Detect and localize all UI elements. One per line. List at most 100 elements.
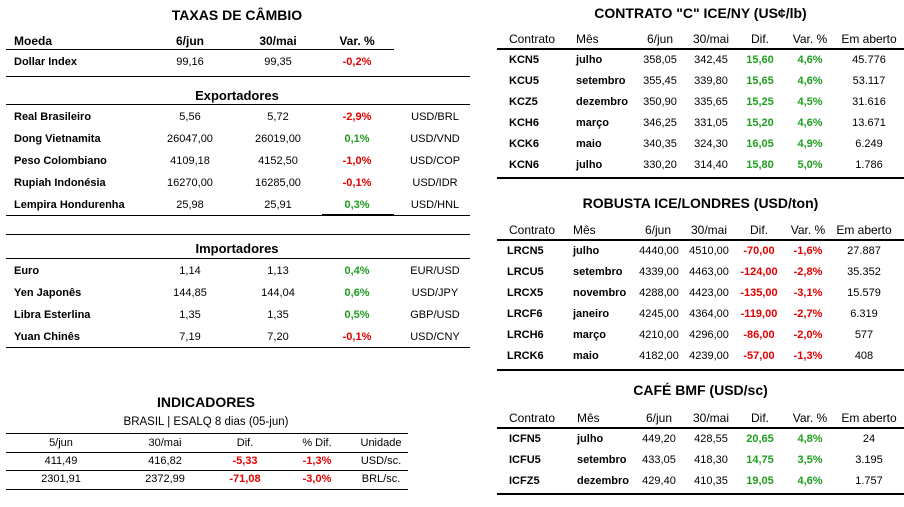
currency-pair: GBP/USD: [410, 309, 460, 321]
value-30mai: 314,40: [694, 159, 728, 171]
value-6jun: 350,90: [643, 96, 677, 108]
currency-pair: USD/IDR: [412, 177, 458, 189]
currency-name: Yuan Chinês: [14, 331, 81, 343]
divider: [497, 493, 904, 495]
month: maio: [573, 350, 599, 362]
header-mes: Mês: [573, 223, 596, 237]
value-30mai: 4152,50: [258, 155, 298, 167]
currency-name: Dollar Index: [14, 56, 77, 68]
cafe-bmf-header-row: Contrato Mês 6/jun 30/mai Dif. Var. % Em…: [497, 408, 904, 428]
cafe-bmf-title: CAFÉ BMF (USD/sc): [633, 382, 768, 398]
header-var: Var. %: [339, 34, 375, 48]
contract-code: LRCH6: [507, 329, 544, 341]
header-30mai: 30/mai: [148, 437, 182, 449]
month: julho: [577, 433, 604, 445]
value-var: 0,5%: [344, 309, 370, 321]
value-var: 0,4%: [344, 265, 370, 277]
divider: [6, 258, 470, 259]
value-var: 4,6%: [797, 475, 823, 487]
value-unidade: USD/sc.: [360, 455, 402, 467]
divider: [6, 215, 470, 216]
table-row: LRCX5 novembro 4288,00 4423,00 -135,00 -…: [497, 283, 904, 303]
month: dezembro: [577, 475, 629, 487]
table-row: ICFU5 setembro 433,05 418,30 14,75 3,5% …: [497, 450, 904, 470]
value-30mai: 25,91: [264, 199, 292, 211]
table-row: LRCK6 maio 4182,00 4239,00 -57,00 -1,3% …: [497, 346, 904, 366]
table-row: KCN6 julho 330,20 314,40 15,80 5,0% 1.78…: [497, 155, 904, 175]
table-row: Euro 1,14 1,13 0,4% EUR/USD: [0, 261, 470, 281]
value-6jun: 1,14: [179, 265, 201, 277]
value-dif: -71,08: [229, 473, 261, 485]
value-em-aberto: 408: [854, 350, 874, 362]
table-row: Rupiah Indonésia 16270,00 16285,00 -0,1%…: [0, 173, 470, 193]
value-em-aberto: 15.579: [847, 287, 881, 299]
header-pct-dif: % Dif.: [302, 437, 332, 449]
value-dif: 15,65: [746, 75, 774, 87]
currency-name: Yen Japonês: [14, 287, 82, 299]
value-dif: -124,00: [740, 266, 778, 278]
contract-code: ICFZ5: [509, 475, 540, 487]
table-row: KCZ5 dezembro 350,90 335,65 15,25 4,5% 3…: [497, 92, 904, 112]
contract-code: KCU5: [509, 75, 539, 87]
value-6jun: 429,40: [642, 475, 676, 487]
value-var: 3,5%: [797, 454, 823, 466]
divider: [6, 347, 470, 348]
header-em-aberto: Em aberto: [836, 223, 892, 237]
value-6jun: 4339,00: [639, 266, 679, 278]
taxas-cambio-title: TAXAS DE CÂMBIO: [171, 7, 303, 23]
value-dif: 15,60: [746, 54, 774, 66]
indicadores-header-row: 5/jun 30/mai Dif. % Dif. Unidade: [0, 433, 420, 453]
contrato-c-header-row: Contrato Mês 6/jun 30/mai Dif. Var. % Em…: [497, 29, 904, 49]
divider: [322, 214, 394, 215]
currency-name: Euro: [14, 265, 40, 277]
table-row: Yuan Chinês 7,19 7,20 -0,1% USD/CNY: [0, 327, 470, 347]
value-30mai: 4364,00: [689, 308, 729, 320]
header-6jun: 6/jun: [175, 34, 204, 48]
contract-code: LRCN5: [507, 245, 544, 257]
value-var: -2,8%: [793, 266, 823, 278]
month: janeiro: [573, 308, 610, 320]
contract-code: LRCX5: [507, 287, 544, 299]
table-row: KCU5 setembro 355,45 339,80 15,65 4,6% 5…: [497, 71, 904, 91]
value-30mai: 1,35: [267, 309, 289, 321]
value-unidade: BRL/sc.: [361, 473, 401, 485]
value-var: -0,1%: [342, 331, 372, 343]
table-row: ICFZ5 dezembro 429,40 410,35 19,05 4,6% …: [497, 471, 904, 491]
robusta-header-row: Contrato Mês 6/jun 30/mai Dif. Var. % Em…: [497, 220, 904, 240]
value-30mai: 416,82: [148, 455, 182, 467]
value-dif: 15,20: [746, 117, 774, 129]
value-6jun: 346,25: [643, 117, 677, 129]
value-6jun: 449,20: [642, 433, 676, 445]
value-var: -2,7%: [793, 308, 823, 320]
value-6jun: 7,19: [179, 331, 201, 343]
value-var: -0,1%: [342, 177, 372, 189]
header-dif: Dif.: [751, 411, 769, 425]
value-em-aberto: 35.352: [847, 266, 881, 278]
value-dif: -5,33: [232, 455, 258, 467]
divider: [6, 49, 394, 50]
value-em-aberto: 13.671: [852, 117, 886, 129]
value-var: 4,8%: [797, 433, 823, 445]
currency-name: Rupiah Indonésia: [14, 177, 106, 189]
table-row: Dong Vietnamita 26047,00 26019,00 0,1% U…: [0, 129, 470, 149]
value-30mai: 418,30: [694, 454, 728, 466]
table-row: KCH6 março 346,25 331,05 15,20 4,6% 13.6…: [497, 113, 904, 133]
importadores-title: Importadores: [195, 241, 279, 256]
header-6jun: 6/jun: [645, 411, 673, 425]
cafe-bmf-panel: CAFÉ BMF (USD/sc) Contrato Mês 6/jun 30/…: [497, 376, 904, 496]
value-em-aberto: 24: [862, 433, 876, 445]
divider: [497, 369, 904, 371]
value-dif: 16,05: [746, 138, 774, 150]
value-var: 0,1%: [344, 133, 370, 145]
value-30mai: 339,80: [694, 75, 728, 87]
month: julho: [576, 54, 603, 66]
month: dezembro: [576, 96, 628, 108]
month: março: [576, 117, 610, 129]
table-row: KCN5 julho 358,05 342,45 15,60 4,6% 45.7…: [497, 50, 904, 70]
header-30mai: 30/mai: [690, 223, 728, 237]
value-var: 5,0%: [797, 159, 823, 171]
table-row: LRCN5 julho 4440,00 4510,00 -70,00 -1,6%…: [497, 241, 904, 261]
value-6jun: 5,56: [179, 111, 201, 123]
header-mes: Mês: [576, 32, 599, 46]
robusta-panel: ROBUSTA ICE/LONDRES (USD/ton) Contrato M…: [497, 188, 904, 373]
